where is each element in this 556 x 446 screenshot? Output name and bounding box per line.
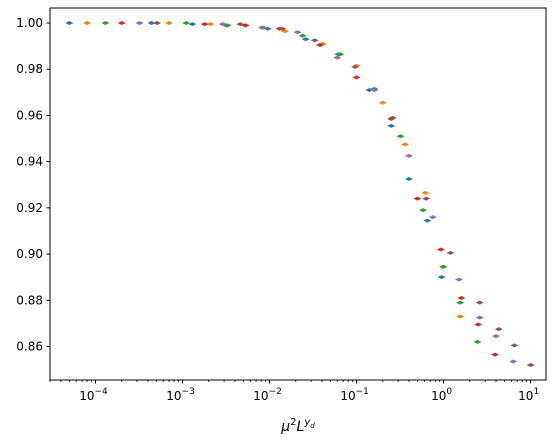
y-tick-label: 0.92 bbox=[16, 201, 43, 215]
y-tick-label: 0.90 bbox=[16, 247, 43, 261]
x-tick-label: 100 bbox=[431, 387, 452, 403]
y-tick-label: 0.86 bbox=[16, 339, 43, 353]
data-point-series-5 bbox=[405, 153, 414, 158]
data-point-series-1 bbox=[387, 123, 396, 128]
x-tick-label: 10−2 bbox=[253, 387, 282, 403]
data-point-series-6 bbox=[153, 21, 162, 26]
data-point-series-5 bbox=[218, 22, 227, 27]
data-point-series-3 bbox=[396, 134, 405, 139]
data-point-series-2 bbox=[165, 21, 174, 26]
x-tick-label: 10−4 bbox=[79, 387, 108, 403]
data-point-series-3 bbox=[182, 21, 191, 26]
data-point-series-4 bbox=[117, 21, 126, 26]
data-point-series-4 bbox=[316, 42, 325, 47]
data-point-series-5 bbox=[333, 55, 342, 60]
data-point-series-5 bbox=[509, 359, 518, 364]
data-point-series-5 bbox=[370, 88, 379, 93]
data-point-series-6 bbox=[446, 250, 455, 255]
data-point-series-3 bbox=[419, 208, 428, 213]
data-point-series-6 bbox=[388, 115, 397, 120]
data-point-series-6 bbox=[475, 300, 484, 305]
data-point-series-6 bbox=[422, 196, 431, 201]
data-point-series-2 bbox=[378, 100, 387, 105]
data-point-series-4 bbox=[491, 352, 500, 357]
data-point-series-2 bbox=[401, 142, 410, 147]
data-point-series-5 bbox=[475, 315, 484, 320]
data-point-series-5 bbox=[428, 215, 437, 220]
data-point-series-6 bbox=[236, 22, 245, 27]
y-tick-label: 0.94 bbox=[16, 155, 43, 169]
data-point-series-6 bbox=[278, 26, 287, 31]
y-tick-label: 0.96 bbox=[16, 108, 43, 122]
data-point-series-3 bbox=[473, 339, 482, 344]
data-point-series-5 bbox=[492, 334, 501, 339]
data-point-series-5 bbox=[259, 25, 268, 30]
data-point-series-1 bbox=[147, 21, 156, 26]
data-points bbox=[65, 21, 535, 367]
data-point-series-4 bbox=[457, 295, 466, 300]
x-axis-label: μ2Lyd bbox=[280, 417, 315, 435]
x-tick-label: 10−1 bbox=[340, 387, 369, 403]
x-axis: 10−4 10−3 10−2 10−1 100 101 bbox=[49, 380, 539, 403]
data-point-series-6 bbox=[310, 38, 319, 43]
y-tick-label: 0.88 bbox=[16, 293, 43, 307]
data-point-series-5 bbox=[135, 21, 144, 26]
data-point-series-3 bbox=[101, 21, 110, 26]
data-point-series-1 bbox=[423, 218, 432, 223]
data-point-series-3 bbox=[336, 52, 345, 57]
y-tick-label: 1.00 bbox=[16, 16, 43, 30]
y-tick-label: 0.98 bbox=[16, 62, 43, 76]
data-point-series-3 bbox=[456, 300, 465, 305]
data-point-series-4 bbox=[413, 196, 422, 201]
data-point-series-5 bbox=[454, 277, 463, 282]
x-tick-label: 10−3 bbox=[166, 387, 195, 403]
data-point-series-5 bbox=[293, 30, 302, 35]
data-point-series-4 bbox=[200, 22, 209, 27]
data-point-series-2 bbox=[83, 21, 92, 26]
data-point-series-6 bbox=[510, 343, 519, 348]
data-point-series-6 bbox=[526, 362, 535, 367]
data-point-series-1 bbox=[437, 275, 446, 280]
x-tick-label: 101 bbox=[518, 387, 539, 403]
data-point-series-2 bbox=[421, 190, 430, 195]
data-point-series-4 bbox=[436, 247, 445, 252]
data-point-series-4 bbox=[352, 75, 361, 80]
data-point-series-2 bbox=[456, 314, 465, 319]
data-point-series-6 bbox=[494, 327, 503, 332]
y-axis: 0.86 0.88 0.90 0.92 0.94 0.96 0.98 1.00 bbox=[16, 16, 50, 353]
data-point-series-6 bbox=[351, 64, 360, 69]
data-point-series-1 bbox=[405, 176, 414, 181]
data-point-series-2 bbox=[206, 22, 215, 27]
data-point-series-1 bbox=[65, 21, 74, 26]
data-point-series-4 bbox=[474, 322, 483, 327]
plot-frame bbox=[49, 7, 547, 381]
data-point-series-1 bbox=[188, 22, 197, 27]
data-point-series-1 bbox=[301, 37, 310, 42]
data-point-series-3 bbox=[439, 264, 448, 269]
data-point-series-3 bbox=[298, 33, 307, 38]
